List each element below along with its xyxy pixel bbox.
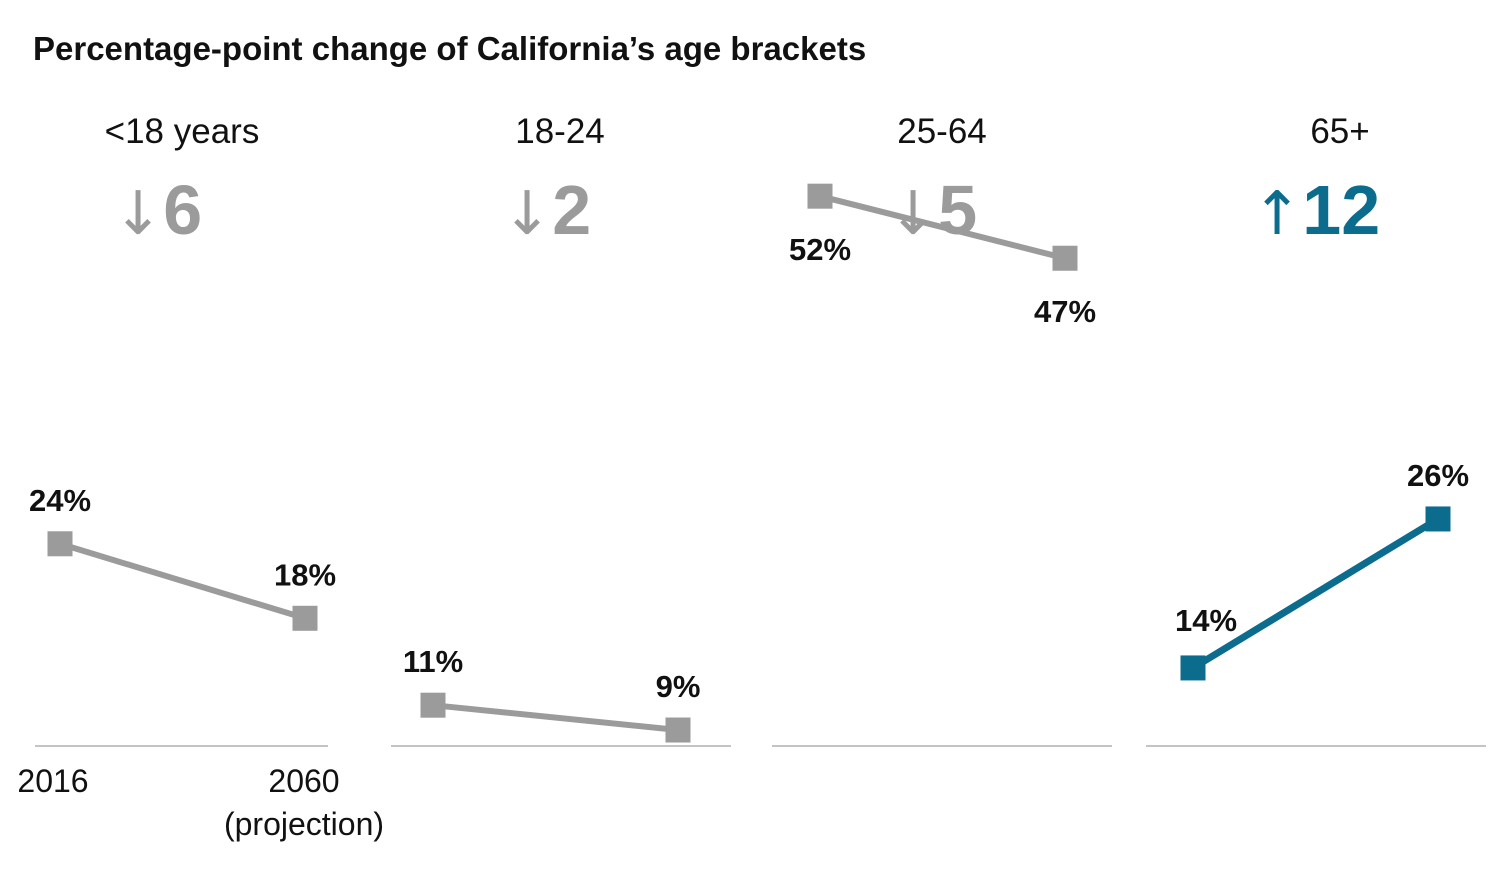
data-point-2016 (47, 531, 73, 557)
change-indicator: ↑12 (1252, 171, 1380, 249)
panel-label: <18 years (105, 112, 260, 151)
data-label-2060: 26% (1407, 458, 1469, 493)
data-label-2060: 18% (274, 557, 336, 592)
panel-label: 18-24 (515, 112, 605, 151)
data-label-2016: 11% (403, 644, 463, 679)
data-point-2016 (420, 692, 446, 718)
change-indicator: ↓2 (502, 171, 591, 249)
change-indicator: ↓6 (113, 171, 202, 249)
change-indicator: ↓5 (888, 171, 977, 249)
chart-title: Percentage-point change of California’s … (33, 30, 866, 67)
data-point-2060 (292, 605, 318, 631)
data-label-2060: 9% (656, 669, 701, 704)
data-point-2016 (1180, 655, 1206, 681)
data-label-2060: 47% (1034, 294, 1096, 329)
data-point-2060 (1052, 245, 1078, 271)
data-label-2016: 24% (29, 483, 91, 518)
change-value: 12 (1302, 171, 1380, 249)
series-line (432, 702, 679, 733)
panels: <18 years↓624%18%18-24↓211%9%25-64↓552%4… (29, 112, 1486, 747)
panel-2: 25-64 ↓5 52% 47% (772, 112, 1112, 747)
data-label-2016: 52% (789, 232, 851, 267)
arrow-down-icon: ↓ (502, 179, 552, 249)
x-tick-label-2016: 2016 (17, 763, 88, 799)
series-line (59, 540, 306, 622)
change-value: 6 (163, 171, 202, 249)
series-line (819, 193, 1066, 262)
data-point-2060 (665, 717, 691, 743)
arrow-down-icon: ↓ (113, 179, 163, 249)
data-point-2060 (1425, 506, 1451, 532)
series-line (1191, 515, 1440, 671)
change-value: 2 (552, 171, 591, 249)
panel-0: <18 years ↓6 24% 18% (29, 112, 336, 747)
x-tick-label-projection: (projection) (224, 806, 384, 842)
panel-label: 65+ (1310, 112, 1369, 151)
panel-1: 18-24 ↓2 11% 9% (391, 112, 731, 747)
x-tick-label-2060: 2060 (268, 763, 339, 799)
data-point-2016 (807, 183, 833, 209)
data-label-2016: 14% (1175, 603, 1237, 638)
panel-label: 25-64 (897, 112, 987, 151)
arrow-up-icon: ↑ (1252, 179, 1302, 249)
